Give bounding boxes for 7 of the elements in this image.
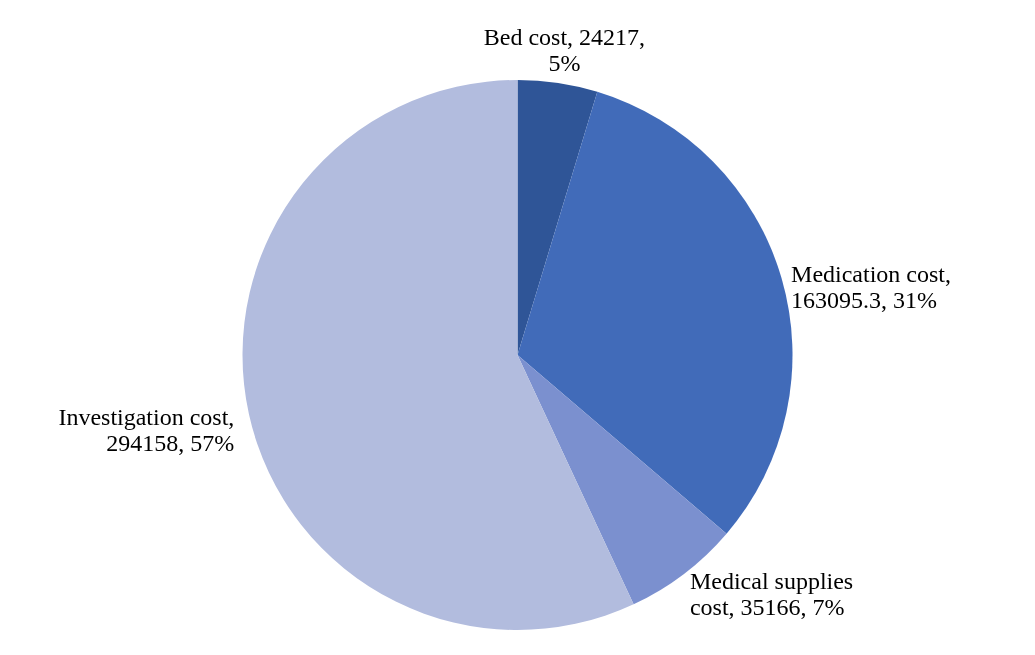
pie-slice <box>517 91 793 534</box>
slice-label: Medication cost, 163095.3, 31% <box>791 261 952 313</box>
pie-slice <box>517 80 598 355</box>
pie-slice <box>242 80 634 630</box>
slice-label: Investigation cost, 294158, 57% <box>58 403 235 456</box>
slice-label: Medical supplies cost, 35166, 7% <box>689 567 854 620</box>
slice-label: Bed cost, 24217, 5% <box>483 24 646 77</box>
